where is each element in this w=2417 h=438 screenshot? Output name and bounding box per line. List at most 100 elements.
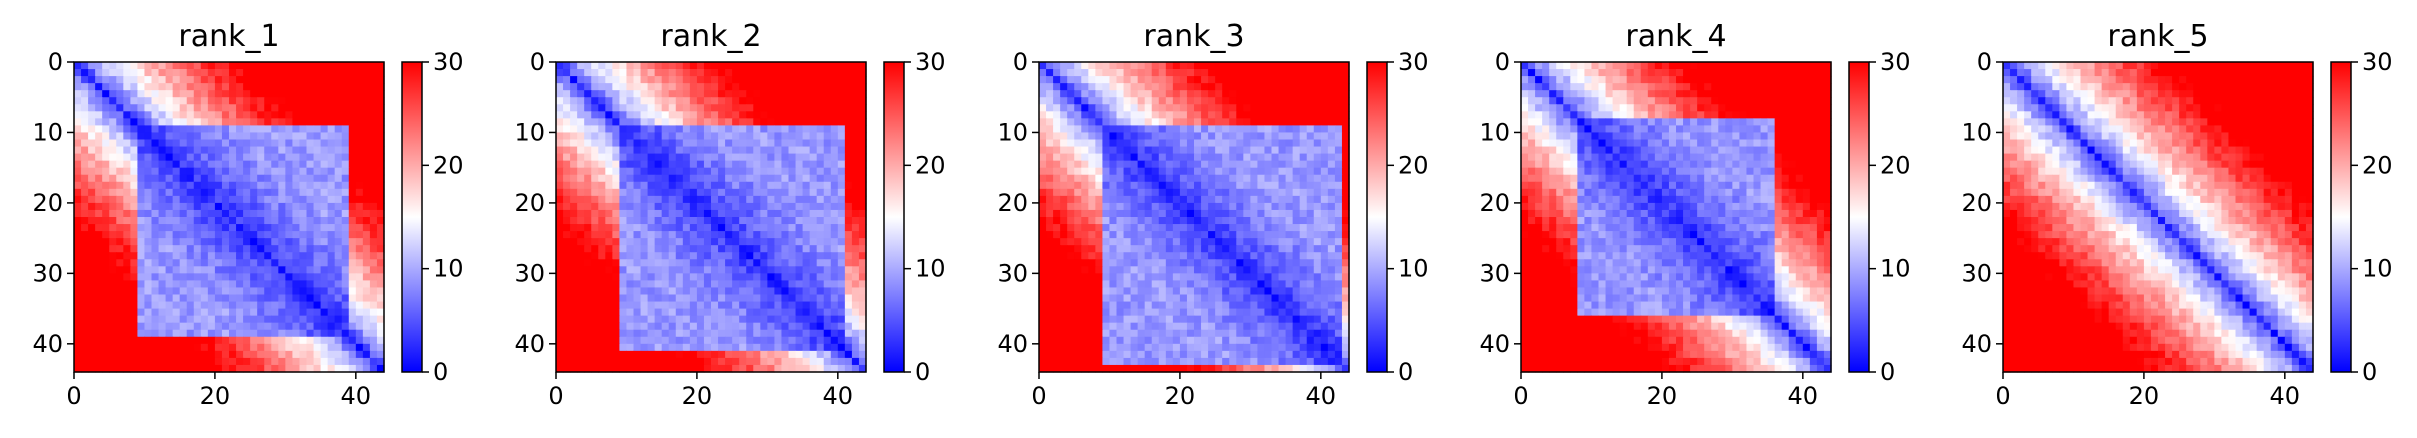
- heatmap-cell: [130, 62, 139, 70]
- heatmap-cell: [823, 294, 832, 303]
- heatmap-cell: [675, 188, 684, 197]
- heatmap-cell: [767, 69, 776, 77]
- heatmap-cell: [682, 301, 691, 310]
- heatmap-cell: [179, 350, 188, 359]
- heatmap-cell: [767, 280, 776, 289]
- heatmap-cell: [1039, 202, 1047, 211]
- heatmap-cell: [556, 238, 564, 246]
- heatmap-cell: [661, 195, 670, 204]
- heatmap-cell: [362, 132, 371, 141]
- heatmap-cell: [746, 146, 754, 155]
- heatmap-cell: [570, 153, 578, 162]
- heatmap-cell: [760, 209, 768, 218]
- heatmap-cell: [1264, 217, 1273, 225]
- heatmap-cell: [1067, 202, 1075, 211]
- heatmap-cell: [703, 217, 712, 225]
- heatmap-cell: [654, 322, 663, 331]
- heatmap-cell: [570, 139, 578, 148]
- heatmap-cell: [1053, 90, 1061, 98]
- heatmap-cell: [711, 188, 719, 197]
- heatmap-cell: [102, 287, 110, 296]
- heatmap-cell: [725, 181, 733, 190]
- heatmap-cell: [725, 83, 733, 91]
- heatmap-cell: [767, 174, 776, 183]
- heatmap-cell: [711, 209, 719, 218]
- heatmap-cell: [718, 252, 726, 260]
- heatmap-cell: [264, 238, 272, 246]
- heatmap-cell: [88, 174, 96, 183]
- heatmap-cell: [313, 76, 322, 84]
- heatmap-cell: [229, 259, 237, 267]
- y-tick-label: 10: [514, 118, 545, 146]
- heatmap-cell: [809, 315, 818, 324]
- heatmap-cell: [102, 195, 110, 204]
- heatmap-cell: [767, 195, 776, 204]
- heatmap-cell: [186, 350, 195, 359]
- heatmap-cell: [102, 62, 110, 70]
- heatmap-cell: [640, 160, 649, 169]
- heatmap-cell: [577, 301, 585, 310]
- heatmap-cell: [781, 167, 790, 176]
- heatmap-cell: [221, 139, 230, 148]
- heatmap-cell: [598, 217, 606, 225]
- heatmap-cell: [214, 153, 223, 162]
- heatmap-cell: [123, 252, 131, 260]
- heatmap-cell: [1116, 97, 1125, 105]
- heatmap-cell: [369, 315, 378, 324]
- heatmap-cell: [1130, 76, 1139, 84]
- heatmap-cell: [264, 69, 272, 77]
- heatmap-cell: [264, 174, 272, 183]
- heatmap-cell: [718, 287, 726, 296]
- heatmap-cell: [696, 209, 705, 218]
- heatmap-cell: [95, 188, 103, 197]
- heatmap-cell: [788, 322, 797, 331]
- heatmap-cell: [165, 167, 174, 176]
- heatmap-cell: [95, 301, 103, 310]
- heatmap-cell: [830, 231, 839, 239]
- heatmap-cell: [640, 62, 649, 70]
- heatmap-cell: [1257, 217, 1266, 225]
- heatmap-cell: [1123, 69, 1132, 77]
- heatmap-cell: [109, 252, 117, 260]
- heatmap-cell: [1137, 174, 1146, 183]
- heatmap-cell: [1081, 104, 1089, 112]
- heatmap-cell: [563, 90, 571, 98]
- heatmap-cell: [306, 62, 315, 70]
- heatmap-cell: [299, 280, 308, 289]
- heatmap-cell: [362, 245, 371, 253]
- heatmap-cell: [711, 125, 719, 134]
- heatmap-cell: [1229, 97, 1237, 105]
- heatmap-cell: [598, 364, 606, 373]
- heatmap-cell: [1165, 195, 1174, 204]
- heatmap-cell: [355, 315, 364, 324]
- heatmap-cell: [626, 125, 635, 134]
- heatmap-cell: [172, 209, 181, 218]
- heatmap-cell: [795, 69, 804, 77]
- heatmap-cell: [158, 252, 167, 260]
- heatmap-cell: [130, 160, 139, 169]
- heatmap-cell: [186, 364, 195, 373]
- heatmap-cell: [612, 69, 621, 77]
- heatmap-cell: [250, 308, 258, 317]
- heatmap-cell: [102, 202, 110, 211]
- heatmap-cell: [605, 266, 613, 274]
- heatmap-cell: [1299, 139, 1308, 148]
- heatmap-cell: [858, 287, 867, 296]
- heatmap-cell: [598, 195, 606, 204]
- heatmap-cell: [158, 350, 167, 359]
- heatmap-cell: [739, 90, 747, 98]
- heatmap-cell: [577, 104, 585, 112]
- heatmap-cell: [151, 167, 160, 176]
- heatmap-cell: [271, 83, 279, 91]
- heatmap-cell: [165, 160, 174, 169]
- heatmap-cell: [214, 83, 223, 91]
- heatmap-cell: [668, 97, 677, 105]
- heatmap-cell: [123, 83, 131, 91]
- heatmap-cell: [767, 111, 776, 119]
- heatmap-cell: [88, 195, 96, 204]
- heatmap-cell: [1271, 125, 1280, 134]
- heatmap-cell: [376, 104, 385, 112]
- heatmap-cell: [369, 139, 378, 148]
- heatmap-cell: [306, 343, 315, 352]
- heatmap-cell: [809, 252, 818, 260]
